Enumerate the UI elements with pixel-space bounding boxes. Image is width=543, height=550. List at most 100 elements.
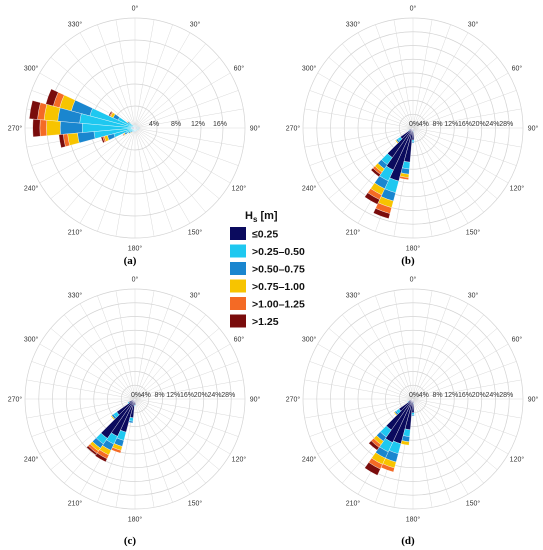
angle-label: 270°: [8, 125, 23, 133]
grid-spoke: [304, 379, 414, 400]
radial-tick-label: 28%: [499, 392, 513, 399]
grid-spoke: [134, 19, 155, 129]
bar-segment-dir240-bin6: [122, 133, 125, 137]
grid-spoke: [304, 108, 414, 129]
grid-spoke: [357, 32, 414, 129]
bar-segment-dir210-bin6: [364, 192, 380, 205]
angle-label: 240°: [24, 456, 39, 464]
bar-segment-dir230-bin4: [395, 139, 399, 144]
grid-spoke: [26, 379, 136, 400]
bar-segment-dir60-bin2: [136, 126, 138, 128]
grid-spoke: [309, 361, 414, 400]
grid-spoke: [134, 90, 239, 129]
radial-tick-label: 24%: [485, 392, 499, 399]
grid-spoke: [317, 343, 414, 400]
grid-spoke: [134, 398, 231, 455]
angle-label: 0°: [410, 5, 417, 13]
bar-segment-dir240-bin2: [407, 400, 410, 403]
grid-spoke: [412, 328, 498, 400]
grid-spoke: [328, 328, 414, 400]
bar-segment-dir310-bin5: [126, 120, 129, 123]
grid-spoke: [304, 398, 414, 419]
wind-rose-panel-4: 4% 8% 12% 16% 20% 24% 28% 0° 30° 60° 90° 120° 150° 18…: [286, 276, 539, 548]
grid-spoke: [134, 127, 239, 166]
angle-label: 90°: [528, 125, 539, 133]
grid-spoke: [64, 314, 136, 400]
grid-spoke: [412, 72, 509, 129]
angle-label: 270°: [286, 125, 301, 133]
bar-segment-dir120-bin3: [137, 129, 139, 131]
radial-zero-label: 0%: [131, 392, 141, 399]
grid-spoke: [115, 290, 136, 400]
grid-spoke: [309, 127, 414, 166]
angle-label: 120°: [232, 185, 247, 193]
radial-tick-label: 4%: [419, 121, 429, 128]
bar-segment-dir200-bin5: [380, 463, 395, 473]
grid-spoke: [134, 108, 244, 129]
legend-swatch-075-100: [230, 279, 246, 293]
grid-spoke: [115, 19, 136, 129]
grid-spoke: [134, 295, 173, 400]
wind-rose-panels: 4% 8% 12% 16%0°30°60°90°120°150°180°210°240…: [8, 5, 539, 548]
grid-spoke: [50, 127, 136, 199]
grid-spoke: [393, 290, 414, 400]
grid-spoke: [375, 24, 414, 129]
bar-segment-dir340-bin2: [133, 125, 135, 127]
grid-spoke: [412, 32, 469, 129]
radial-tick-label: 4%: [149, 121, 159, 128]
grid-spoke: [134, 398, 206, 484]
grid-spoke: [357, 303, 414, 400]
bar-segment-dir190-bin5: [399, 175, 409, 180]
grid-spoke: [134, 398, 173, 503]
bar-segment-dir230-bin4: [127, 132, 130, 135]
angle-label: 30°: [468, 292, 479, 300]
grid-spoke: [134, 314, 206, 400]
grid-spoke: [115, 127, 136, 237]
grid-spoke: [412, 127, 517, 166]
radial-tick-label: 20%: [472, 392, 486, 399]
grid-spoke: [412, 19, 433, 129]
angle-label: 180°: [406, 245, 421, 253]
grid-spoke: [412, 398, 484, 484]
bar-segment-dir240-bin2: [127, 401, 130, 404]
grid-spoke: [79, 303, 136, 400]
radial-tick-label: 16%: [458, 121, 472, 128]
grid-spoke: [134, 127, 206, 213]
bar-segment-dir220-bin4: [130, 131, 133, 134]
radial-tick-label: 12%: [166, 392, 180, 399]
angle-label: 120°: [510, 456, 525, 464]
radial-zero-label: 0%: [409, 392, 419, 399]
angle-label: 330°: [346, 292, 361, 300]
grid-spoke: [342, 43, 414, 129]
bar-segment-dir200-bin3: [132, 131, 135, 133]
angle-label: 330°: [346, 21, 361, 29]
angle-label: 150°: [188, 499, 203, 507]
grid-spoke: [412, 127, 451, 232]
grid-spoke: [412, 398, 509, 455]
grid-spoke: [134, 398, 220, 470]
grid-spoke: [134, 57, 220, 129]
grid-spoke: [134, 127, 244, 148]
grid-spoke: [412, 398, 469, 495]
grid-spoke: [317, 398, 414, 455]
legend-title: Hs [m]: [245, 210, 278, 224]
legend-label: >0.25–0.50: [252, 246, 305, 258]
grid-spoke: [309, 398, 414, 437]
grid-spoke: [412, 127, 469, 224]
grid-spoke: [412, 43, 484, 129]
radial-tick-label: 12%: [191, 121, 205, 128]
bar-segment-dir170-bin2: [413, 131, 415, 133]
legend-swatch-025-050: [230, 244, 246, 258]
grid-spoke: [309, 90, 414, 129]
angle-label: 210°: [346, 228, 361, 236]
angle-label: 90°: [250, 125, 261, 133]
bar-segment-dir190-bin4: [400, 440, 410, 446]
grid-spoke: [134, 24, 173, 129]
panel-label: (d): [401, 535, 415, 547]
grid-spoke: [412, 303, 469, 400]
grid-spoke: [317, 127, 414, 184]
grid-spoke: [393, 19, 414, 129]
bar-segment-dir320-bin3: [132, 124, 134, 126]
grid-spoke: [328, 57, 414, 129]
